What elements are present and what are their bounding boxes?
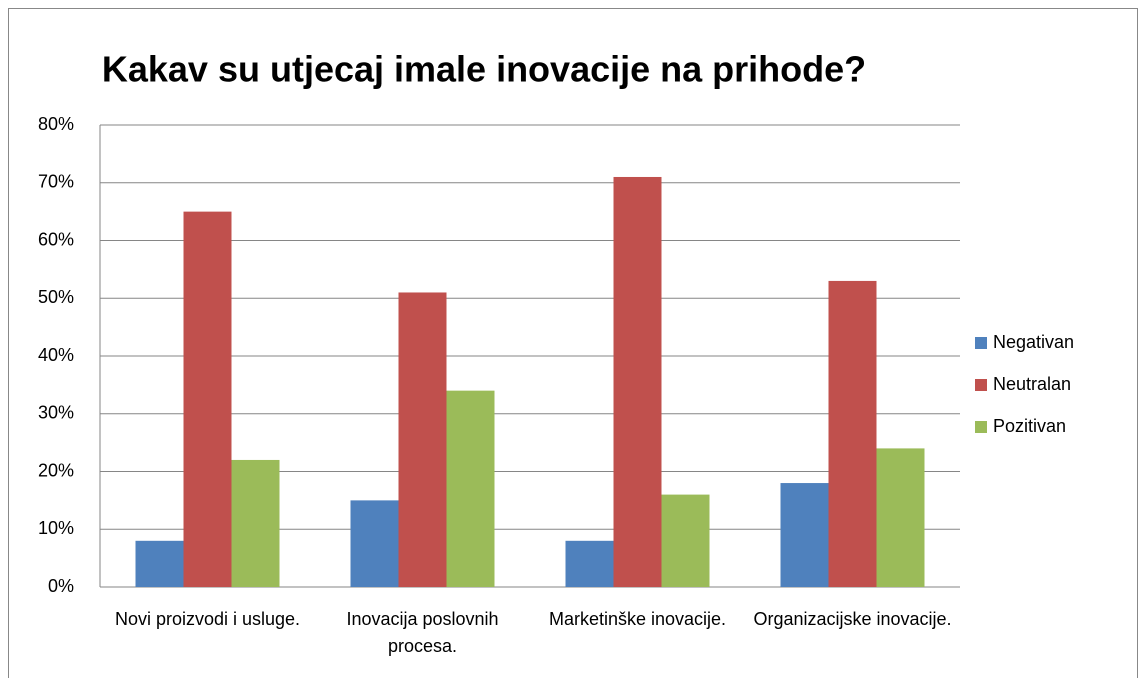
legend-swatch bbox=[975, 421, 987, 433]
bar bbox=[446, 390, 495, 587]
bar bbox=[613, 176, 662, 587]
bar bbox=[135, 540, 184, 587]
y-tick-label: 80% bbox=[38, 114, 74, 134]
legend-swatch bbox=[975, 379, 987, 391]
x-tick-label: Inovacija poslovnih procesa. bbox=[346, 609, 499, 656]
bar bbox=[828, 280, 877, 587]
bar bbox=[350, 500, 399, 587]
legend-label: Negativan bbox=[993, 332, 1074, 352]
bar bbox=[661, 494, 710, 587]
chart-title: Kakav su utjecaj imale inovacije na prih… bbox=[102, 49, 866, 90]
y-tick-label: 60% bbox=[38, 229, 74, 249]
x-tick-label: Novi proizvodi i usluge. bbox=[114, 609, 301, 629]
bar bbox=[565, 540, 614, 587]
legend-label: Neutralan bbox=[993, 374, 1071, 394]
bar bbox=[780, 483, 829, 587]
bar bbox=[231, 459, 280, 587]
y-tick-label: 20% bbox=[38, 460, 74, 480]
legend-label: Pozitivan bbox=[993, 416, 1066, 436]
bar bbox=[183, 211, 232, 587]
y-tick-label: 0% bbox=[48, 576, 74, 596]
bar bbox=[398, 292, 447, 587]
bar bbox=[876, 448, 925, 587]
y-tick-label: 70% bbox=[38, 172, 74, 192]
y-tick-label: 50% bbox=[38, 287, 74, 307]
y-tick-label: 30% bbox=[38, 403, 74, 423]
x-tick-label: Organizacijske inovacije. bbox=[753, 609, 952, 629]
y-tick-label: 10% bbox=[38, 518, 74, 538]
legend-swatch bbox=[975, 337, 987, 349]
y-tick-label: 40% bbox=[38, 345, 74, 365]
x-tick-label: Marketinške inovacije. bbox=[548, 609, 727, 629]
